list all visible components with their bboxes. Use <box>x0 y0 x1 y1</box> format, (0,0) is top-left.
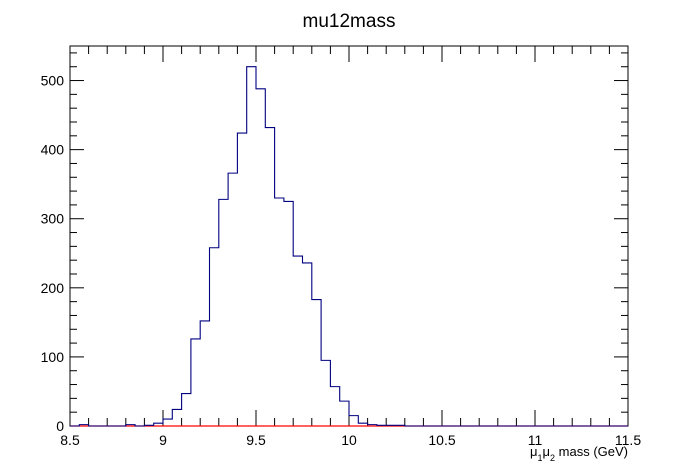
y-tick-label: 0 <box>56 418 64 434</box>
y-tick-label: 500 <box>41 73 65 89</box>
histogram-bin <box>172 409 181 426</box>
axes: 0 100 200 300 400 500 8.5 9 9.5 10 10.5 11 11.5 <box>41 45 641 448</box>
x-axis-label-sub2: 2 <box>550 453 555 463</box>
x-axis-label-mu1: μ <box>530 444 538 459</box>
plot-frame <box>69 45 629 427</box>
histogram-bin <box>349 416 358 426</box>
svg-text:μ1μ2 mass (GeV): μ1μ2 mass (GeV) <box>530 444 628 463</box>
histogram-bin <box>275 198 284 426</box>
histogram-bin <box>219 199 228 426</box>
x-tick-label: 10.5 <box>428 432 455 448</box>
histogram-bin <box>330 387 339 426</box>
histogram-bin <box>256 89 265 426</box>
y-tick-label: 300 <box>41 211 65 227</box>
histogram-bin <box>163 419 172 426</box>
histogram <box>70 66 628 427</box>
x-tick-label: 11 <box>528 432 543 448</box>
x-tick-label: 11.5 <box>615 432 641 448</box>
histogram-bin <box>228 173 237 426</box>
histogram-bin <box>293 256 302 426</box>
histogram-outline <box>70 66 628 427</box>
histogram-bin <box>321 360 330 426</box>
histogram-bin <box>340 401 349 426</box>
histogram-bin <box>265 128 274 426</box>
histogram-bin <box>303 263 312 426</box>
histogram-bin <box>247 67 256 426</box>
x-axis-label-mu2: μ <box>543 444 551 459</box>
histogram-bin <box>191 339 200 426</box>
y-tick-label: 200 <box>41 280 65 296</box>
chart-title: mu12mass <box>303 11 396 32</box>
y-tick-label: 400 <box>41 142 65 158</box>
histogram-bin <box>237 133 246 426</box>
histogram-bin <box>210 248 219 426</box>
x-axis-label-sub1: 1 <box>538 453 543 463</box>
x-axis-label-rest: mass (GeV) <box>555 444 628 459</box>
y-tick-label: 100 <box>41 349 65 365</box>
histogram-bin <box>182 394 191 426</box>
x-tick-label: 8.5 <box>60 432 80 448</box>
histogram-bin <box>200 321 209 426</box>
histogram-bin <box>312 300 321 426</box>
x-tick-label: 10 <box>341 432 357 448</box>
x-axis-label: μ1μ2 mass (GeV) <box>530 444 628 463</box>
histogram-bin <box>284 201 293 426</box>
x-tick-label: 9.5 <box>246 432 266 448</box>
x-tick-label: 9 <box>159 432 167 448</box>
